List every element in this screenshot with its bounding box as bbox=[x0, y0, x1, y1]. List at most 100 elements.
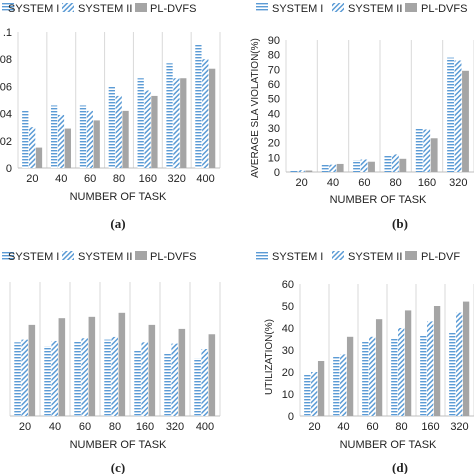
legend-d-swatch-system2 bbox=[332, 251, 344, 260]
bar-d-system2-320 bbox=[456, 312, 463, 416]
xtick-a-60: 60 bbox=[84, 173, 96, 185]
legend-a-swatch-pldvfs bbox=[135, 3, 147, 12]
legend-b-swatch-system1 bbox=[256, 3, 268, 12]
bar-b-pldvfs-320 bbox=[462, 70, 469, 172]
plot-b: 0 10 20 30 40 50 60 70 80 90 20 40 60 80 160 320 bbox=[268, 35, 474, 189]
bar-c-system1-320 bbox=[164, 353, 171, 416]
legend-a-label-pldvfs: PL-DVFS bbox=[150, 3, 196, 15]
ytick-b-3: 30 bbox=[268, 123, 280, 135]
bar-c-system1-80 bbox=[104, 339, 111, 416]
bar-a-system1-20 bbox=[22, 110, 29, 168]
panel-c: SYSTEM I SYSTEM II PL-DVFS 20 40 60 80 160 32… bbox=[2, 251, 221, 474]
xtick-c-400: 400 bbox=[196, 421, 214, 433]
ytick-d-1: 10 bbox=[282, 389, 294, 401]
xtick-b-320: 320 bbox=[449, 177, 467, 189]
bar-b-system2-160 bbox=[423, 129, 431, 172]
bar-c-pldvfs-20 bbox=[28, 324, 36, 416]
bar-b-system1-60 bbox=[353, 160, 361, 172]
bar-a-system2-20 bbox=[28, 127, 36, 168]
bar-b-system2-320 bbox=[454, 60, 462, 172]
bar-c-system2-80 bbox=[111, 336, 118, 416]
bar-a-system2-400 bbox=[202, 59, 209, 169]
ytick-a-3: .06 bbox=[0, 81, 12, 93]
xlabel-d: NUMBER OF TASK bbox=[340, 439, 437, 451]
legend-d: SYSTEM I SYSTEM II PL-DVF bbox=[256, 251, 460, 263]
ytick-b-9: 90 bbox=[268, 35, 280, 47]
bar-b-system1-160 bbox=[415, 128, 423, 172]
bar-d-system2-20 bbox=[311, 372, 318, 416]
ytick-d-0: 0 bbox=[288, 411, 294, 423]
legend-c-swatch-pldvfs bbox=[135, 251, 147, 260]
bar-d-pldvfs-80 bbox=[404, 310, 412, 416]
xtick-c-320: 320 bbox=[166, 421, 184, 433]
bar-c-pldvfs-60 bbox=[88, 316, 96, 416]
bar-d-system2-80 bbox=[398, 328, 405, 416]
bar-a-pldvfs-160 bbox=[151, 95, 158, 168]
bar-b-system1-20 bbox=[290, 169, 298, 172]
legend-d-label-system2: SYSTEM II bbox=[348, 251, 402, 263]
bar-c-system1-20 bbox=[14, 342, 21, 416]
xlabel-b: NUMBER OF TASK bbox=[330, 194, 427, 206]
legend-d-swatch-pldvfs bbox=[405, 251, 417, 260]
xtick-b-20: 20 bbox=[296, 177, 308, 189]
ytick-d-2: 20 bbox=[282, 367, 294, 379]
bar-b-system1-80 bbox=[384, 155, 392, 172]
bar-b-pldvfs-60 bbox=[368, 161, 375, 172]
xtick-c-60: 60 bbox=[79, 421, 91, 433]
bar-d-pldvfs-40 bbox=[346, 336, 354, 416]
xlabel-c: NUMBER OF TASK bbox=[70, 439, 167, 451]
bar-a-system1-60 bbox=[79, 105, 87, 168]
bar-a-pldvfs-320 bbox=[180, 78, 187, 168]
bar-a-system2-80 bbox=[115, 95, 122, 168]
bar-c-system1-160 bbox=[134, 350, 141, 416]
bar-c-system2-40 bbox=[51, 340, 58, 416]
xtick-a-40: 40 bbox=[55, 173, 67, 185]
ytick-b-0: 0 bbox=[274, 167, 280, 179]
xtick-c-160: 160 bbox=[136, 421, 154, 433]
bar-d-pldvfs-60 bbox=[375, 319, 383, 416]
xtick-a-400: 400 bbox=[196, 173, 214, 185]
bar-c-pldvfs-80 bbox=[118, 312, 126, 416]
bar-c-system2-20 bbox=[21, 339, 28, 416]
xtick-d-40: 40 bbox=[337, 421, 349, 433]
xlabel-a: NUMBER OF TASK bbox=[70, 191, 167, 203]
ylabel-b: AVERAGE SLA VIOLATION(%) bbox=[250, 38, 261, 178]
xtick-a-320: 320 bbox=[168, 173, 186, 185]
bar-c-system2-60 bbox=[81, 338, 88, 416]
ytick-b-5: 50 bbox=[268, 94, 280, 106]
bar-d-system1-80 bbox=[391, 339, 398, 416]
bar-b-system2-60 bbox=[360, 159, 368, 172]
xtick-b-40: 40 bbox=[327, 177, 339, 189]
bar-b-pldvfs-20 bbox=[305, 170, 313, 172]
bar-a-system2-60 bbox=[86, 110, 93, 168]
legend-d-label-system1: SYSTEM I bbox=[272, 251, 323, 263]
bar-a-system1-80 bbox=[108, 86, 115, 168]
bar-c-system1-60 bbox=[74, 340, 81, 416]
bar-c-pldvfs-400 bbox=[208, 334, 216, 416]
legend-b-swatch-pldvfs bbox=[405, 3, 417, 12]
xtick-a-20: 20 bbox=[26, 173, 38, 185]
bar-d-system1-160 bbox=[420, 334, 427, 416]
bar-a-system1-160 bbox=[137, 78, 144, 168]
legend-c: SYSTEM I SYSTEM II PL-DVFS bbox=[2, 251, 196, 263]
xtick-d-320: 320 bbox=[450, 421, 468, 433]
ytick-b-1: 10 bbox=[268, 152, 280, 164]
bar-a-pldvfs-20 bbox=[35, 147, 43, 168]
xtick-b-60: 60 bbox=[358, 177, 370, 189]
legend-c-label-system1: SYSTEM I bbox=[8, 251, 59, 263]
ytick-a-2: .04 bbox=[0, 109, 12, 121]
bar-a-system2-40 bbox=[57, 114, 65, 168]
bar-d-pldvfs-20 bbox=[317, 361, 325, 416]
panel-a: SYSTEM I SYSTEM II PL-DVFS 0 .02 .04 .06 .08… bbox=[0, 3, 221, 231]
caption-c: (c) bbox=[111, 460, 125, 474]
panel-b: SYSTEM I SYSTEM II PL-DVFS AVERAGE SLA V… bbox=[250, 3, 474, 231]
ytick-a-4: .08 bbox=[0, 54, 12, 66]
bar-c-system2-320 bbox=[171, 343, 178, 416]
bar-b-system1-40 bbox=[321, 163, 329, 172]
bar-d-system1-40 bbox=[333, 356, 340, 416]
legend-a-label-system2: SYSTEM II bbox=[78, 3, 132, 15]
legend-a-label-system1: SYSTEM I bbox=[8, 3, 59, 15]
bar-a-pldvfs-80 bbox=[122, 110, 129, 168]
legend-b-swatch-system2 bbox=[332, 3, 344, 12]
bar-d-system2-40 bbox=[340, 354, 347, 416]
